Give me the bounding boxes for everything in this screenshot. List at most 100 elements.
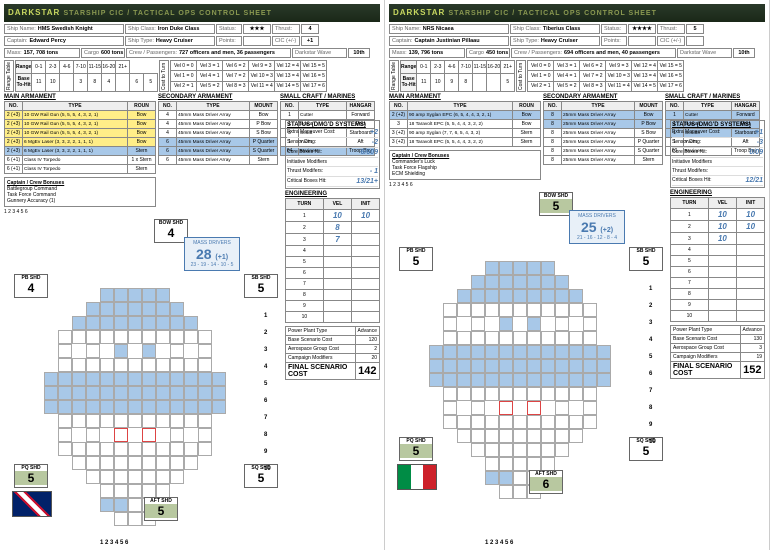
hull-cell	[44, 358, 58, 372]
hull-cell	[100, 442, 114, 456]
main-arm-title: MAIN ARMAMENT	[4, 94, 156, 100]
hull-cell	[72, 498, 86, 512]
hull-cell	[443, 317, 457, 331]
hull-cell	[86, 414, 100, 428]
hull-cell	[142, 316, 156, 330]
hull-cell	[58, 512, 72, 526]
hull-cell	[443, 471, 457, 485]
thrust-val: 4	[301, 24, 319, 34]
hull-cell	[443, 415, 457, 429]
hull-cell	[86, 498, 100, 512]
hull-cell	[72, 456, 86, 470]
hull-cell	[58, 274, 72, 288]
hull-cell	[114, 386, 128, 400]
hull-cell	[100, 414, 114, 428]
hull-cell	[156, 484, 170, 498]
hull-cell	[443, 261, 457, 275]
hull-cell	[457, 401, 471, 415]
hull-cell	[184, 498, 198, 512]
main-arm-table: NO.TYPEROUN 2 (+3)10 GW Rail Gun (5, 5, …	[4, 101, 156, 174]
row-num: 2	[649, 303, 652, 309]
hull-cell	[541, 331, 555, 345]
hull-cell	[499, 387, 513, 401]
sb-shield: SB SHD5	[244, 274, 278, 298]
hull-cell	[569, 331, 583, 345]
hull-cell	[457, 303, 471, 317]
hull-cell	[569, 275, 583, 289]
hull-cell	[555, 373, 569, 387]
row-num: 8	[264, 432, 267, 438]
hull-cell	[100, 498, 114, 512]
mass-drivers: MASS DRIVERS25 (+2)21 - 16 - 12 - 8 - 4	[569, 210, 625, 244]
hull-cell	[527, 415, 541, 429]
hull-cell	[569, 415, 583, 429]
hull-cell	[212, 386, 226, 400]
cargo: Cargo600 tons	[81, 48, 125, 58]
hull-cell	[58, 470, 72, 484]
hull-cell	[156, 316, 170, 330]
hull-cell	[156, 442, 170, 456]
hull-cell	[58, 302, 72, 316]
hull-cell	[443, 457, 457, 471]
hull-cell	[499, 415, 513, 429]
hull-cell	[86, 400, 100, 414]
hull-cell	[513, 429, 527, 443]
hull-cell	[541, 247, 555, 261]
hull-cell	[128, 344, 142, 358]
hull-cell	[527, 247, 541, 261]
hull-cell	[499, 429, 513, 443]
hull-cell	[170, 386, 184, 400]
hull-cell	[443, 275, 457, 289]
hull-cell	[541, 387, 555, 401]
hull-cell	[114, 498, 128, 512]
hull-cell	[457, 247, 471, 261]
hull-cell	[128, 512, 142, 526]
hull-cell	[156, 330, 170, 344]
hull-cell	[114, 316, 128, 330]
row-num: 10	[264, 466, 271, 472]
hull-cell	[226, 372, 240, 386]
hull-cell	[527, 261, 541, 275]
hull-cell	[513, 289, 527, 303]
hull-cell	[184, 442, 198, 456]
hull-cell	[44, 344, 58, 358]
captain: Captain:Captain Justinian Pillaau	[389, 36, 509, 46]
hull-cell	[226, 302, 240, 316]
hull-cell	[212, 316, 226, 330]
hull-cell	[499, 373, 513, 387]
hull-cell	[569, 247, 583, 261]
hull-cell	[114, 470, 128, 484]
hull-cell	[142, 358, 156, 372]
hull-cell	[485, 359, 499, 373]
points-lbl: Points:	[216, 36, 242, 46]
crew: Crew / Passengers:694 officers and men, …	[511, 48, 676, 58]
hull-cell	[555, 443, 569, 457]
hull-cell	[499, 485, 513, 499]
hull-cell	[72, 358, 86, 372]
hull-cell	[198, 372, 212, 386]
hull-cell	[72, 400, 86, 414]
hull-cell	[569, 317, 583, 331]
hull-cell	[457, 471, 471, 485]
hull-cell	[443, 247, 457, 261]
hull-cell	[184, 358, 198, 372]
main-arm-table: NO.TYPEROUN 2 (+2)90 amp Syglan EPC (6, …	[389, 101, 541, 147]
cost-label: Cost to Turn	[516, 60, 526, 92]
hull-cell	[128, 288, 142, 302]
hull-cell	[569, 401, 583, 415]
points-lbl: Points:	[601, 36, 627, 46]
hull-cell	[597, 289, 611, 303]
thrust: Thrust:	[272, 24, 300, 34]
row-num: 6	[264, 398, 267, 404]
hull-cell	[170, 302, 184, 316]
wave: Darkstar Wave	[677, 48, 732, 58]
status-box: STATUS (DMG'D SYSTEMS) Extra Maneuver Co…	[670, 120, 765, 188]
hull-cell	[170, 414, 184, 428]
hull-cell	[128, 316, 142, 330]
hull-cell	[100, 274, 114, 288]
hull-cell	[611, 359, 625, 373]
hull-cell	[114, 512, 128, 526]
hull-cell	[114, 344, 128, 358]
hull-cell	[226, 428, 240, 442]
hull-cell	[184, 302, 198, 316]
